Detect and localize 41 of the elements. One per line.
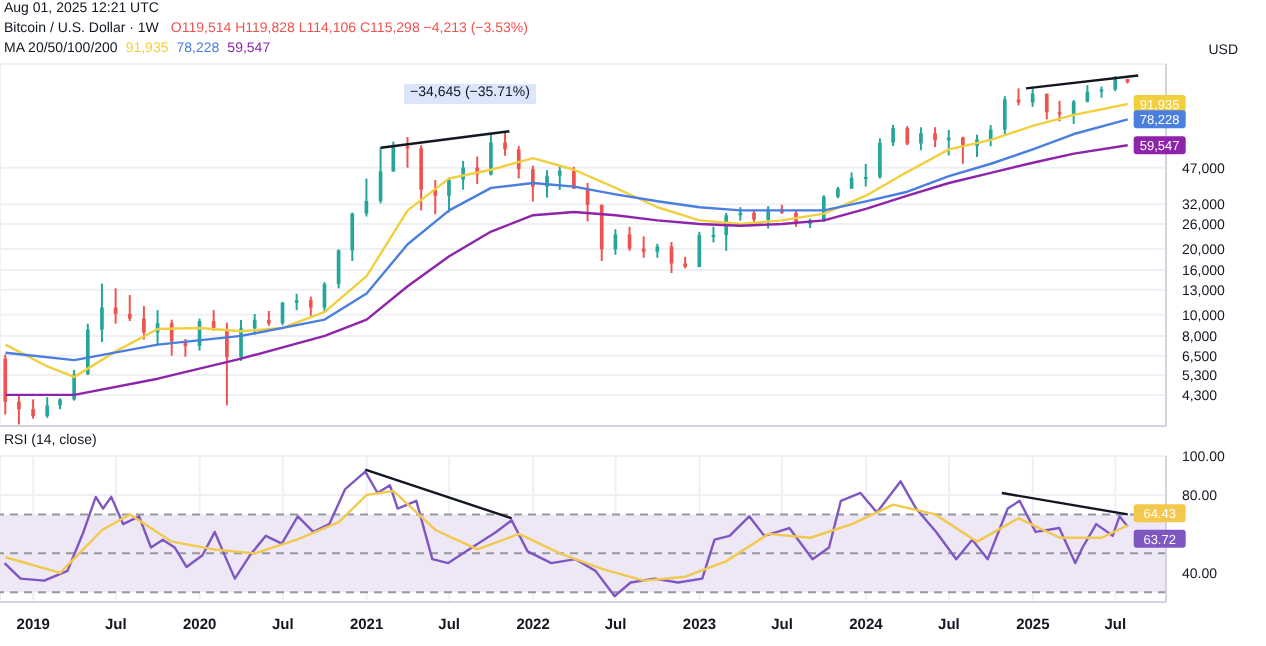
candlestick xyxy=(1044,92,1049,121)
candlestick xyxy=(419,144,423,212)
candlestick xyxy=(961,135,965,165)
candlestick xyxy=(461,159,465,191)
candlestick xyxy=(127,294,132,323)
candlestick xyxy=(1002,95,1007,136)
candlestick xyxy=(946,128,951,157)
candlestick xyxy=(308,295,313,317)
candlestick xyxy=(252,312,257,336)
candlestick xyxy=(3,353,8,416)
candlestick xyxy=(211,309,216,332)
candlestick xyxy=(447,176,451,214)
candlestick xyxy=(988,124,993,148)
candlestick xyxy=(503,130,507,157)
candlestick xyxy=(557,164,562,191)
candlestick xyxy=(905,125,910,147)
candlestick xyxy=(1071,99,1076,125)
candlestick xyxy=(100,282,104,344)
candlestick xyxy=(45,396,50,419)
candlestick xyxy=(239,318,243,362)
candlestick xyxy=(516,144,521,180)
candlestick xyxy=(531,164,535,203)
candlestick xyxy=(599,203,604,263)
candlestick xyxy=(933,126,937,149)
candlestick xyxy=(169,318,174,357)
candlestick xyxy=(17,395,21,426)
candlestick xyxy=(863,162,868,188)
candlestick xyxy=(350,211,355,263)
line-series xyxy=(3,470,1129,598)
candlestick xyxy=(391,140,396,173)
candlestick xyxy=(489,133,493,177)
candlestick xyxy=(891,123,895,148)
candlestick xyxy=(225,321,229,407)
candlestick xyxy=(641,235,646,259)
candlestick xyxy=(142,305,146,341)
candlestick xyxy=(433,178,438,216)
candlestick xyxy=(31,398,35,420)
candlestick xyxy=(697,230,702,269)
candlestick xyxy=(919,126,923,152)
candlestick xyxy=(878,137,882,180)
line-series xyxy=(4,489,1129,582)
